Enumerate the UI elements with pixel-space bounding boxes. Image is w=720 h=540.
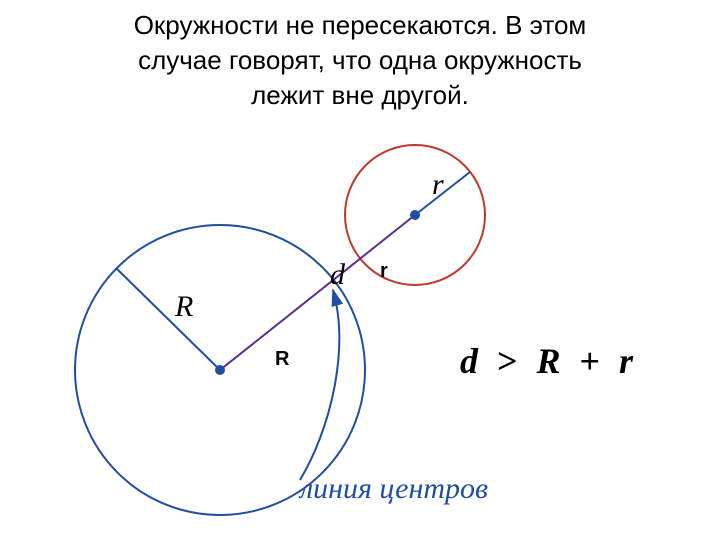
pointer-arrow [300, 290, 339, 480]
formula-d: d [460, 341, 480, 381]
label-R-bold: R [275, 348, 289, 371]
inequality-formula: d > R + r [460, 340, 635, 382]
formula-plus: + [574, 341, 609, 381]
label-R-italic: R [175, 290, 193, 324]
formula-r: r [619, 341, 635, 381]
label-r-italic: r [432, 168, 444, 202]
label-d-italic: d [330, 258, 345, 292]
geometry-diagram [0, 0, 720, 540]
big-center-dot [215, 365, 225, 375]
formula-R: R [537, 341, 563, 381]
center-line-label: линия центров [300, 472, 488, 506]
radius-R-line [116, 268, 220, 370]
center-distance-line [220, 215, 415, 370]
formula-gt: > [491, 341, 526, 381]
label-r-bold: r [380, 260, 388, 283]
small-center-dot [410, 210, 420, 220]
